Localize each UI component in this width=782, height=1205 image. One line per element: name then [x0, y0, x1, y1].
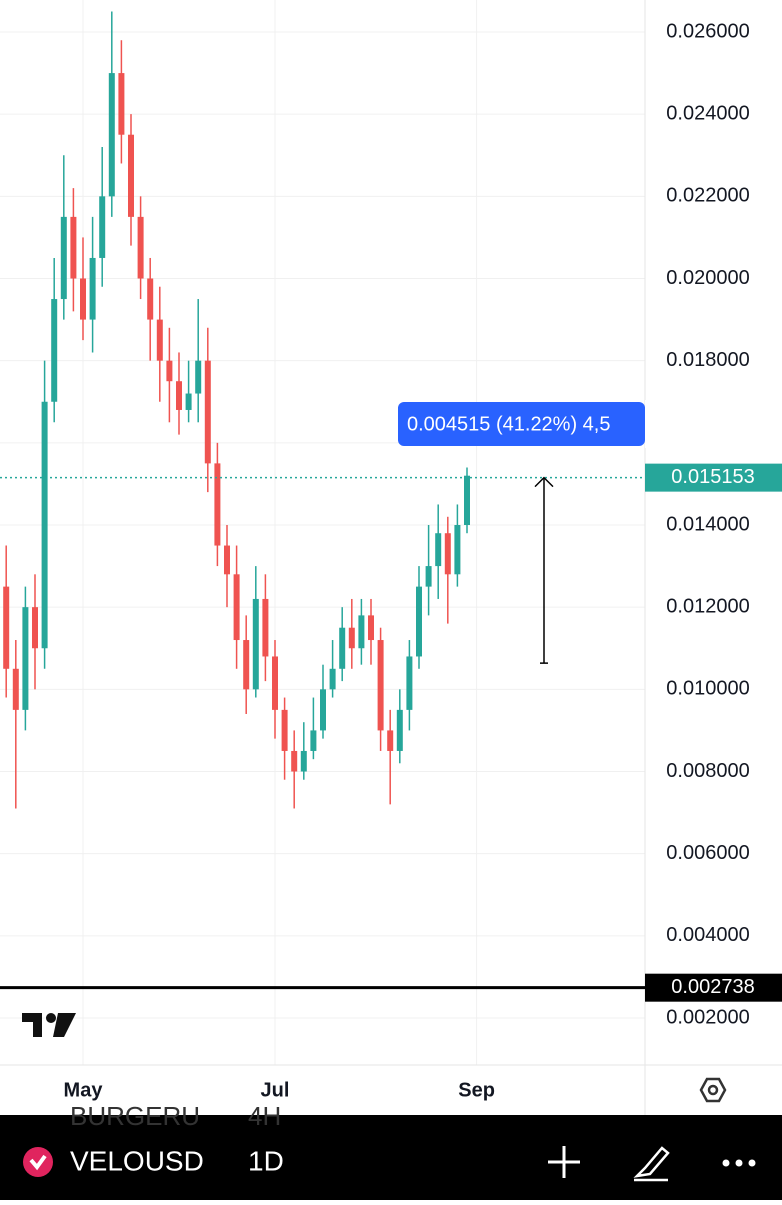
candle-body [233, 574, 240, 641]
candle-body [272, 656, 278, 710]
candle-body [368, 615, 374, 641]
candle-body [60, 216, 67, 300]
y-tick-label: 0.006000 [666, 842, 749, 864]
y-tick-label: 0.012000 [666, 595, 749, 617]
y-tick-label: 0.004000 [666, 924, 749, 946]
measure-head [534, 476, 554, 488]
y-tick-label: 0.014000 [666, 513, 749, 535]
candle-body [454, 525, 461, 575]
y-tick-label: 0.008000 [666, 760, 749, 782]
candle-body [339, 627, 346, 669]
y-tick-label: 0.024000 [666, 102, 749, 124]
candle-body [262, 598, 269, 657]
candle-body [387, 730, 394, 751]
measure-clip [645, 400, 782, 448]
tv-logo [22, 1013, 76, 1037]
behind-symbol: BURGERU [70, 1101, 200, 1131]
symbol-icon-mark [29, 1154, 47, 1171]
hline-label-box [645, 973, 782, 1002]
settings-icon[interactable] [699, 1077, 727, 1103]
candle-body [128, 134, 134, 217]
interval[interactable]: 1D [248, 1145, 284, 1176]
candle-body [32, 607, 38, 649]
candle-body [176, 381, 182, 410]
candle-body [156, 319, 163, 361]
candle-body [195, 360, 202, 394]
y-tick-label: 0.020000 [666, 267, 749, 289]
y-tick-label: 0.002000 [666, 1006, 749, 1028]
candle-body [214, 463, 221, 546]
candle-body [108, 73, 115, 197]
y-tick-label: 0.026000 [666, 20, 749, 42]
candle-body [204, 360, 211, 464]
candle-body [89, 257, 96, 320]
candle-body [444, 533, 451, 575]
candle-body [300, 750, 307, 772]
candle-body [291, 750, 298, 772]
candle-body [147, 278, 154, 320]
candle-body [310, 730, 317, 751]
x-tick-label: Jul [261, 1079, 290, 1101]
x-tick-label: Sep [458, 1079, 495, 1101]
bottom-bar [0, 1115, 782, 1200]
candle-body [416, 586, 422, 657]
price-label: 0.015153 [671, 466, 754, 488]
candle-body [185, 393, 192, 410]
more-button[interactable] [722, 1159, 756, 1167]
candle-body [166, 360, 173, 382]
candle-body [80, 278, 86, 320]
y-tick-label: 0.010000 [666, 678, 749, 700]
candle-body [70, 216, 77, 279]
candle-body [320, 689, 326, 731]
candle-body [22, 607, 29, 710]
draw-button[interactable] [633, 1146, 670, 1182]
hline-label: 0.002738 [671, 976, 754, 998]
candle-body [118, 73, 125, 135]
add-button[interactable] [548, 1146, 580, 1178]
candle-body [406, 656, 413, 710]
candle-body [281, 709, 288, 751]
candle-body [99, 196, 106, 258]
candle-body [3, 586, 10, 669]
candle-body [358, 615, 365, 649]
y-tick-label: 0.022000 [666, 185, 749, 207]
candle-body [252, 598, 259, 690]
candle-body [396, 709, 403, 751]
candle-body [377, 640, 384, 731]
candle-body [464, 475, 470, 526]
x-tick-label: May [64, 1079, 104, 1101]
candle-body [425, 566, 432, 587]
measure-label: 0.004515 (41.22%) 4,5 [407, 413, 611, 435]
candle-body [51, 299, 58, 402]
candle-body [435, 533, 442, 567]
candle-body [243, 640, 250, 690]
measure-label-box [398, 402, 645, 446]
symbol-icon [23, 1147, 53, 1177]
candle-body [41, 401, 48, 649]
price-label-box [645, 463, 782, 492]
candle-body [348, 627, 355, 649]
y-tick-label: 0.018000 [666, 349, 749, 371]
behind-interval: 4H [248, 1101, 281, 1131]
candle-body [224, 545, 230, 575]
symbol[interactable]: VELOUSD [70, 1145, 204, 1176]
candle-body [329, 668, 336, 690]
candle-body [12, 668, 19, 710]
candle-body [137, 216, 144, 279]
